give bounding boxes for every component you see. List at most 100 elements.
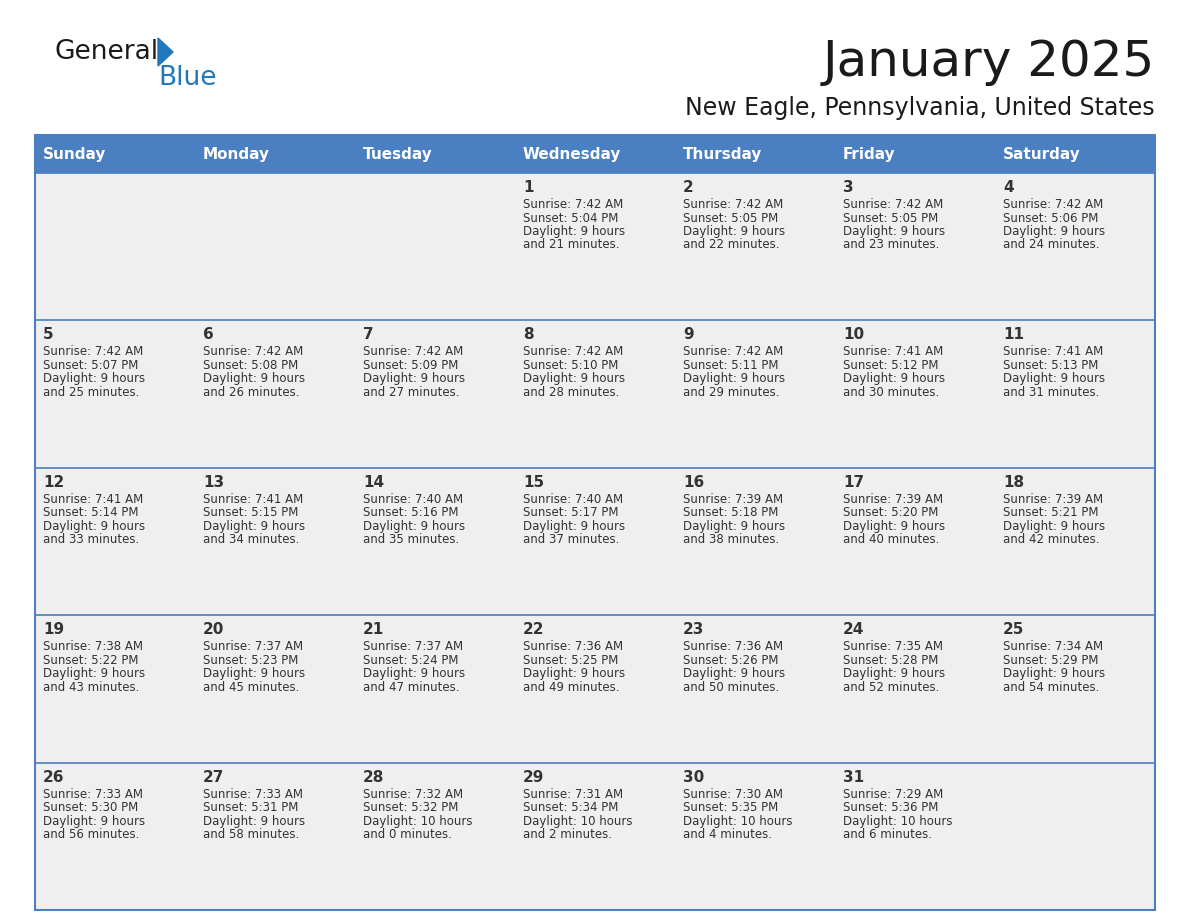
Text: Daylight: 9 hours: Daylight: 9 hours xyxy=(843,225,946,238)
Text: Sunset: 5:05 PM: Sunset: 5:05 PM xyxy=(843,211,939,225)
Text: Sunset: 5:18 PM: Sunset: 5:18 PM xyxy=(683,507,778,520)
Text: 31: 31 xyxy=(843,769,864,785)
Bar xyxy=(996,763,1155,910)
Text: Daylight: 9 hours: Daylight: 9 hours xyxy=(1003,373,1105,386)
Text: 9: 9 xyxy=(683,328,694,342)
Bar xyxy=(195,173,355,320)
Text: Sunset: 5:17 PM: Sunset: 5:17 PM xyxy=(523,507,619,520)
Bar xyxy=(355,615,516,763)
Text: Sunset: 5:16 PM: Sunset: 5:16 PM xyxy=(364,507,459,520)
Text: 29: 29 xyxy=(523,769,544,785)
Text: Sunset: 5:26 PM: Sunset: 5:26 PM xyxy=(683,654,778,666)
Text: Sunrise: 7:33 AM: Sunrise: 7:33 AM xyxy=(203,788,303,800)
Text: Sunrise: 7:41 AM: Sunrise: 7:41 AM xyxy=(203,493,303,506)
Text: Daylight: 9 hours: Daylight: 9 hours xyxy=(43,667,145,680)
Text: 14: 14 xyxy=(364,475,384,490)
Text: Thursday: Thursday xyxy=(683,147,763,162)
Text: Saturday: Saturday xyxy=(1003,147,1081,162)
Text: and 25 minutes.: and 25 minutes. xyxy=(43,386,139,399)
Bar xyxy=(835,763,996,910)
Text: Sunset: 5:13 PM: Sunset: 5:13 PM xyxy=(1003,359,1099,372)
Text: Sunrise: 7:35 AM: Sunrise: 7:35 AM xyxy=(843,640,943,654)
Bar xyxy=(675,320,835,468)
Text: and 31 minutes.: and 31 minutes. xyxy=(1003,386,1099,399)
Text: Daylight: 9 hours: Daylight: 9 hours xyxy=(683,373,785,386)
Text: and 4 minutes.: and 4 minutes. xyxy=(683,828,772,841)
Bar xyxy=(195,468,355,615)
Text: Daylight: 9 hours: Daylight: 9 hours xyxy=(683,667,785,680)
Text: Daylight: 9 hours: Daylight: 9 hours xyxy=(203,520,305,532)
Text: and 22 minutes.: and 22 minutes. xyxy=(683,239,779,252)
Bar xyxy=(34,320,195,468)
Text: 23: 23 xyxy=(683,622,704,637)
Text: Sunset: 5:35 PM: Sunset: 5:35 PM xyxy=(683,801,778,814)
Text: Daylight: 9 hours: Daylight: 9 hours xyxy=(523,225,625,238)
Text: Sunset: 5:09 PM: Sunset: 5:09 PM xyxy=(364,359,459,372)
Text: and 56 minutes.: and 56 minutes. xyxy=(43,828,139,841)
Text: Sunrise: 7:36 AM: Sunrise: 7:36 AM xyxy=(523,640,624,654)
Text: Daylight: 9 hours: Daylight: 9 hours xyxy=(843,373,946,386)
Text: and 40 minutes.: and 40 minutes. xyxy=(843,533,940,546)
Text: Daylight: 9 hours: Daylight: 9 hours xyxy=(1003,520,1105,532)
Text: Sunset: 5:30 PM: Sunset: 5:30 PM xyxy=(43,801,138,814)
Text: 15: 15 xyxy=(523,475,544,490)
Text: Sunrise: 7:40 AM: Sunrise: 7:40 AM xyxy=(523,493,624,506)
Text: Sunrise: 7:29 AM: Sunrise: 7:29 AM xyxy=(843,788,943,800)
Text: 16: 16 xyxy=(683,475,704,490)
Text: 19: 19 xyxy=(43,622,64,637)
Text: Sunset: 5:29 PM: Sunset: 5:29 PM xyxy=(1003,654,1099,666)
Text: 10: 10 xyxy=(843,328,864,342)
Bar xyxy=(516,320,675,468)
Text: Daylight: 10 hours: Daylight: 10 hours xyxy=(843,814,953,828)
Text: and 28 minutes.: and 28 minutes. xyxy=(523,386,619,399)
Text: and 29 minutes.: and 29 minutes. xyxy=(683,386,779,399)
Text: 2: 2 xyxy=(683,180,694,195)
Text: January 2025: January 2025 xyxy=(823,38,1155,86)
Bar xyxy=(34,173,195,320)
Text: 4: 4 xyxy=(1003,180,1013,195)
Text: Sunset: 5:10 PM: Sunset: 5:10 PM xyxy=(523,359,619,372)
Text: Daylight: 9 hours: Daylight: 9 hours xyxy=(364,520,466,532)
Bar xyxy=(675,763,835,910)
Text: Sunset: 5:15 PM: Sunset: 5:15 PM xyxy=(203,507,298,520)
Bar xyxy=(355,173,516,320)
Text: and 37 minutes.: and 37 minutes. xyxy=(523,533,619,546)
Text: Sunset: 5:08 PM: Sunset: 5:08 PM xyxy=(203,359,298,372)
Text: and 6 minutes.: and 6 minutes. xyxy=(843,828,933,841)
Text: Sunrise: 7:38 AM: Sunrise: 7:38 AM xyxy=(43,640,143,654)
Text: Wednesday: Wednesday xyxy=(523,147,621,162)
Text: 24: 24 xyxy=(843,622,865,637)
Text: Daylight: 9 hours: Daylight: 9 hours xyxy=(523,667,625,680)
Text: Sunrise: 7:41 AM: Sunrise: 7:41 AM xyxy=(843,345,943,358)
Text: 5: 5 xyxy=(43,328,53,342)
Text: Daylight: 9 hours: Daylight: 9 hours xyxy=(683,225,785,238)
Bar xyxy=(516,763,675,910)
Text: Sunday: Sunday xyxy=(43,147,107,162)
Bar xyxy=(675,173,835,320)
Text: and 52 minutes.: and 52 minutes. xyxy=(843,681,940,694)
Bar xyxy=(34,468,195,615)
Text: and 2 minutes.: and 2 minutes. xyxy=(523,828,612,841)
Bar xyxy=(996,468,1155,615)
Text: Monday: Monday xyxy=(203,147,270,162)
Text: Sunset: 5:28 PM: Sunset: 5:28 PM xyxy=(843,654,939,666)
Bar xyxy=(675,468,835,615)
Bar xyxy=(835,468,996,615)
Text: Daylight: 10 hours: Daylight: 10 hours xyxy=(523,814,632,828)
Text: Sunset: 5:21 PM: Sunset: 5:21 PM xyxy=(1003,507,1099,520)
Bar xyxy=(996,173,1155,320)
Bar xyxy=(355,320,516,468)
Text: 7: 7 xyxy=(364,328,373,342)
Bar xyxy=(355,763,516,910)
Bar xyxy=(516,173,675,320)
Bar xyxy=(195,320,355,468)
Text: 13: 13 xyxy=(203,475,225,490)
Text: Daylight: 9 hours: Daylight: 9 hours xyxy=(843,667,946,680)
Text: Sunrise: 7:37 AM: Sunrise: 7:37 AM xyxy=(203,640,303,654)
Text: and 42 minutes.: and 42 minutes. xyxy=(1003,533,1100,546)
Bar xyxy=(996,615,1155,763)
Bar xyxy=(835,615,996,763)
Text: Sunrise: 7:42 AM: Sunrise: 7:42 AM xyxy=(364,345,463,358)
Text: 1: 1 xyxy=(523,180,533,195)
Text: Sunrise: 7:42 AM: Sunrise: 7:42 AM xyxy=(43,345,144,358)
